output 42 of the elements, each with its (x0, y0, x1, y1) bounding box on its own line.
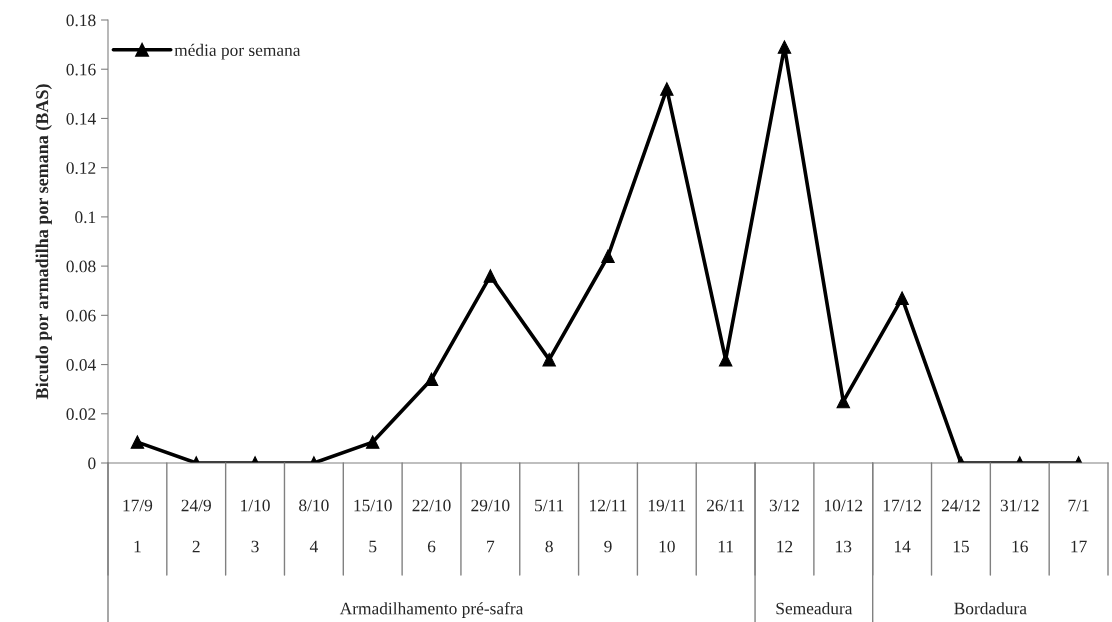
legend-label: média por semana (174, 43, 301, 60)
category-label: 10/12 13 (825, 499, 863, 553)
category-label: 24/9 2 (181, 499, 211, 553)
category-label: 12/11 9 (590, 499, 627, 553)
point (542, 352, 556, 367)
point (836, 394, 851, 409)
category-label: 24/12 15 (941, 499, 980, 553)
category-label: 3/12 12 (769, 499, 799, 553)
y-tick-label: 0.18 (66, 14, 96, 27)
point (365, 435, 380, 449)
y-tick-label: 0.02 (66, 408, 96, 421)
y-tick-label: 0.04 (66, 359, 96, 371)
category-label: 5/11 8 (535, 499, 564, 553)
category-label: 8/10 4 (299, 499, 329, 553)
y-tick-label: 0 (88, 457, 96, 470)
category-label: 22/10 6 (412, 499, 451, 553)
category-label: 26/11 11 (706, 499, 745, 553)
category-label: 7/1 17 (1068, 499, 1089, 553)
category-label: 19/11 10 (648, 499, 686, 553)
y-tick-label: 0.16 (66, 63, 96, 76)
point (424, 372, 439, 387)
y-tick-label: 0.12 (66, 162, 96, 174)
text: Semeadura (776, 602, 853, 615)
point (130, 435, 145, 449)
category-label: 1/10 3 (241, 499, 270, 553)
category-label: 17/12 14 (883, 499, 921, 553)
point (777, 40, 792, 54)
point (483, 269, 498, 283)
category-label: 29/10 7 (471, 499, 510, 553)
category-label: 31/12 16 (1000, 499, 1039, 553)
y-tick-label: 0.08 (66, 260, 96, 273)
y-axis-title: Bicudo por armadilha por semana (BAS) (35, 84, 52, 400)
point (601, 249, 615, 264)
y-tick-label: 0.14 (66, 112, 96, 125)
y-tick-label: 0.06 (66, 309, 96, 322)
text: Bordadura (954, 602, 1027, 615)
y-tick-label: 0.1 (75, 211, 96, 224)
point (895, 291, 909, 305)
text: Armadilhamento pré-safra (339, 602, 524, 618)
point (660, 82, 674, 96)
category-label: 17/9 1 (123, 499, 153, 553)
category-label: 15/10 5 (354, 499, 392, 553)
